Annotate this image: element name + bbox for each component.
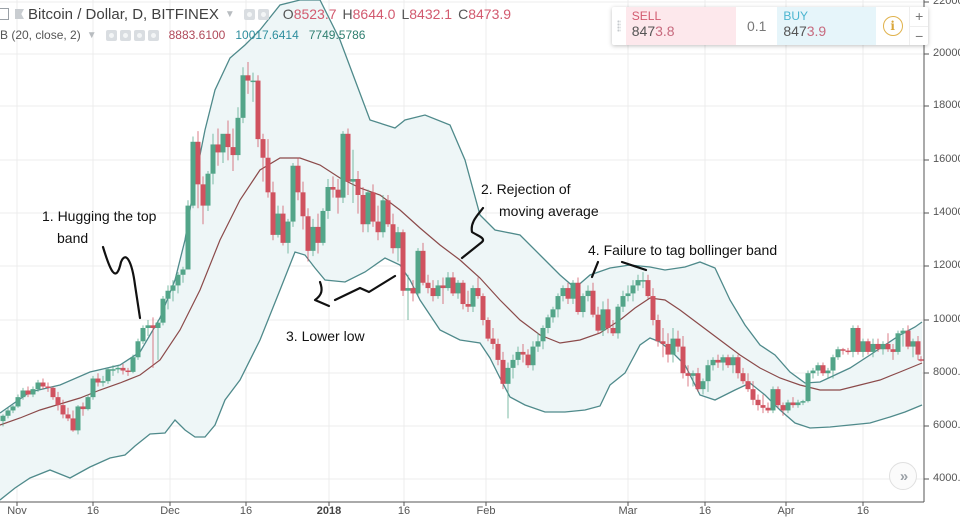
- lower-low-pointer-a: [313, 280, 331, 308]
- time-tick-label: Mar: [618, 505, 638, 517]
- time-tick-label: Dec: [160, 505, 180, 517]
- time-tick-label: 16: [698, 505, 712, 517]
- annotation-line: 1. Hugging the top: [42, 208, 157, 224]
- buy-button[interactable]: BUY 8473.9: [777, 7, 876, 45]
- candlesticks: [0, 61, 924, 435]
- failure-pointer-b: [620, 260, 648, 272]
- price-tick-label: 10000: [933, 313, 960, 325]
- time-tick-label: 16: [856, 505, 870, 517]
- chevron-down-icon[interactable]: ▼: [224, 8, 235, 20]
- time-tick-label: 16: [239, 505, 253, 517]
- rejection-pointer: [460, 206, 485, 260]
- annotation-line: 2. Rejection of: [481, 181, 571, 197]
- collapse-icon[interactable]: [0, 8, 9, 20]
- close-label: C: [458, 6, 469, 22]
- buy-label: BUY: [783, 9, 809, 23]
- buy-price-highlight: 3.9: [806, 23, 827, 39]
- increase-button[interactable]: +: [910, 7, 929, 27]
- open-label: O: [282, 6, 294, 22]
- annotation-hugging: 1. Hugging the top band: [42, 205, 156, 249]
- time-tick-label: Apr: [777, 505, 795, 517]
- info-icon: i: [882, 16, 903, 36]
- buy-price: 8473.9: [783, 23, 870, 40]
- sell-price: 8473.8: [632, 23, 730, 40]
- time-tick-label: 2018: [316, 505, 342, 517]
- price-tick-label: 16000: [933, 153, 960, 165]
- eye-icon[interactable]: [105, 29, 117, 41]
- sell-label: SELL: [631, 9, 662, 23]
- annotation-lower-low: 3. Lower low: [286, 325, 365, 347]
- info-button[interactable]: i: [876, 7, 909, 45]
- bb-upper-value: 10017.6414: [235, 28, 299, 42]
- open-value: 8523.7: [293, 6, 337, 22]
- price-tick-label: 4000.0: [933, 472, 960, 484]
- bb-lower-value: 7749.5786: [308, 28, 366, 42]
- time-tick-label: Feb: [476, 505, 496, 517]
- decrease-button[interactable]: −: [915, 27, 924, 44]
- failure-pointer-a: [590, 260, 600, 279]
- chevron-down-icon[interactable]: ▼: [86, 29, 97, 41]
- drag-handle[interactable]: [612, 7, 626, 45]
- close-value: 8473.9: [468, 6, 512, 22]
- gear-icon[interactable]: [119, 29, 131, 41]
- flag-icon[interactable]: [15, 9, 24, 19]
- annotation-line: band: [57, 230, 89, 246]
- time-tick-label: 16: [397, 505, 411, 517]
- low-value: 8432.1: [409, 6, 453, 22]
- quantity-stepper: + −: [909, 7, 929, 45]
- time-tick-label: 16: [86, 505, 100, 517]
- indicator-legend-row: B (20, close, 2) ▼ 8883.6100 10017.6414 …: [0, 27, 365, 43]
- lower-low-pointer-b: [333, 274, 397, 302]
- plus-icon[interactable]: [133, 29, 145, 41]
- grip-icon: [616, 20, 621, 32]
- symbol-legend-row: Bitcoin / Dollar, D, BITFINEX ▼ O 8523.7 …: [0, 5, 511, 23]
- price-tick-label: 12000: [933, 259, 960, 271]
- buy-price-main: 847: [783, 23, 807, 39]
- eye-icon[interactable]: [243, 8, 255, 20]
- hugging-pointer: [101, 245, 142, 320]
- trading-panel: SELL 8473.8 0.1 BUY 8473.9 i + −: [612, 7, 929, 45]
- symbol-title[interactable]: Bitcoin / Dollar, D, BITFINEX: [28, 5, 219, 23]
- price-tick-label: 18000: [933, 99, 960, 111]
- annotation-line: 3. Lower low: [286, 328, 365, 344]
- price-tick-label: 8000.0: [933, 366, 960, 378]
- quantity-field[interactable]: 0.1: [746, 18, 767, 34]
- chart-axes: [0, 0, 925, 503]
- indicator-title[interactable]: B (20, close, 2): [0, 28, 81, 42]
- low-label: L: [401, 6, 410, 22]
- bb-basis-value: 8883.6100: [168, 28, 226, 42]
- sell-button[interactable]: SELL 8473.8: [625, 7, 737, 45]
- high-label: H: [342, 6, 353, 22]
- close-icon[interactable]: [147, 29, 159, 41]
- price-tick-label: 6000.0: [933, 419, 960, 431]
- annotation-rejection: 2. Rejection of moving average: [481, 178, 599, 222]
- bollinger-bands: [0, 0, 923, 501]
- annotation-line: 4. Failure to tag bollinger band: [588, 242, 778, 258]
- annotation-pointers: [101, 206, 648, 320]
- annotation-line: moving average: [499, 203, 599, 219]
- sell-price-highlight: 3.8: [655, 23, 675, 39]
- price-tick-label: 14000: [933, 206, 960, 218]
- price-tick-label: 22000: [933, 0, 960, 7]
- price-tick-label: 20000: [933, 47, 960, 59]
- high-value: 8644.0: [352, 6, 396, 22]
- time-tick-label: Nov: [7, 505, 27, 517]
- annotation-failure: 4. Failure to tag bollinger band: [588, 239, 777, 261]
- scroll-to-realtime-button[interactable]: »: [889, 462, 917, 490]
- sell-price-main: 847: [631, 23, 656, 39]
- gear-icon[interactable]: [257, 8, 269, 20]
